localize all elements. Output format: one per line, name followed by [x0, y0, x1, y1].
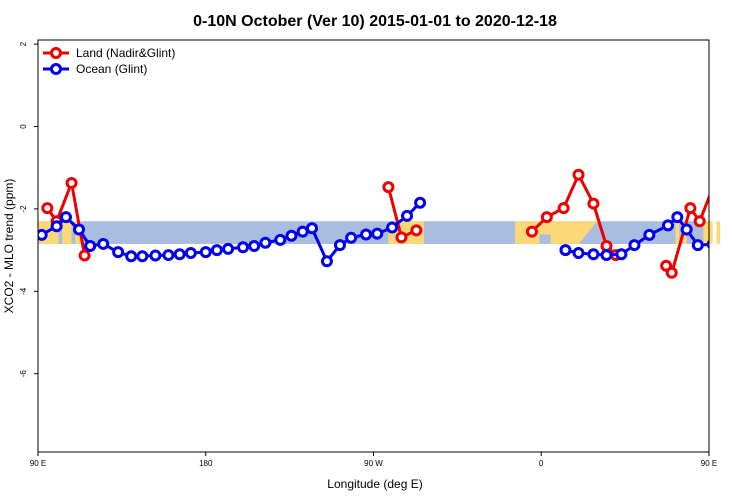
land-band-patch	[567, 221, 598, 244]
x-axis-label: Longitude (deg E)	[327, 477, 422, 491]
land-data-point	[540, 211, 553, 224]
ocean-data-point	[572, 247, 585, 260]
ocean-data-point	[661, 219, 674, 232]
land-series-line	[46, 181, 87, 256]
land-data-point	[708, 180, 709, 186]
land-data-point	[65, 176, 78, 189]
ocean-data-point	[149, 249, 162, 262]
ocean-data-point	[59, 211, 72, 224]
y-tick-label: -4	[19, 287, 28, 295]
y-axis: 2 0 -2 -4 -6	[19, 41, 38, 377]
ocean-data-point	[680, 223, 693, 236]
legend: Land (Nadir&Glint) Ocean (Glint)	[43, 46, 175, 76]
y-tick-label: -2	[19, 205, 28, 213]
ocean-data-point	[746, 251, 750, 260]
ocean-data-point	[691, 239, 704, 252]
ocean-data-point	[210, 244, 223, 257]
land-data-point	[572, 168, 585, 181]
ocean-data-point	[615, 248, 628, 261]
land-data-point	[382, 181, 395, 194]
ocean-data-point	[587, 248, 600, 261]
land-data-point	[525, 225, 538, 238]
ocean-data-point	[84, 240, 97, 252]
x-tick-label: 90 E	[701, 459, 717, 468]
land-data-point	[587, 197, 600, 210]
ocean-data-point	[125, 250, 138, 263]
ocean-data-point	[305, 222, 318, 235]
ocean-data-point	[732, 252, 741, 261]
ocean-data-point	[559, 244, 572, 257]
ocean-data-point	[136, 250, 149, 263]
ocean-data-point	[414, 196, 427, 209]
ocean-data-point	[184, 247, 197, 260]
ocean-data-point	[643, 228, 656, 241]
land-data-point	[693, 215, 706, 228]
ocean-data-point	[360, 228, 373, 241]
plot-area	[38, 168, 750, 279]
land-band-patch	[675, 221, 680, 244]
ocean-data-point	[97, 237, 110, 250]
ocean-data-point	[285, 229, 298, 242]
ocean-data-point	[371, 227, 384, 240]
ocean-data-point	[600, 249, 613, 262]
ocean-data-point	[671, 211, 684, 224]
ocean-data-point	[320, 255, 333, 268]
legend-ocean-marker	[50, 63, 62, 75]
y-tick-label: 2	[19, 41, 28, 46]
ocean-data-point	[38, 228, 48, 241]
ocean-data-point	[248, 240, 261, 252]
chart-title: 0-10N October (Ver 10) 2015-01-01 to 202…	[193, 13, 557, 30]
land-data-point	[557, 202, 570, 215]
y-axis-label: XCO2 - MLO trend (ppm)	[2, 179, 16, 314]
x-tick-label: 0	[539, 459, 544, 468]
land-band-patch	[62, 221, 72, 244]
land-data-point	[665, 266, 678, 279]
ocean-data-point	[333, 239, 346, 252]
land-data-point	[395, 231, 408, 244]
ocean-data-point	[73, 223, 86, 236]
ocean-data-point	[162, 249, 175, 262]
x-tick-label: 180	[199, 459, 213, 468]
ocean-data-point	[296, 225, 309, 238]
legend-land-label: Land (Nadir&Glint)	[76, 46, 175, 60]
land-data-point	[78, 249, 91, 262]
ocean-data-point	[259, 236, 272, 249]
x-tick-label: 90 W	[364, 459, 383, 468]
land-band-patch	[703, 221, 713, 244]
ocean-data-point	[237, 241, 250, 254]
x-axis: 90 E 180 90 W 0 90 E	[30, 452, 717, 468]
ocean-band-notch	[539, 234, 551, 244]
ocean-data-point	[173, 248, 186, 261]
ocean-data-point	[628, 239, 641, 252]
x-tick-label: 90 E	[30, 459, 46, 468]
ocean-data-point	[274, 233, 287, 246]
land-data-point	[410, 224, 423, 237]
ocean-data-point	[199, 246, 212, 259]
ocean-data-point	[386, 221, 399, 234]
ocean-data-point	[222, 242, 235, 255]
y-tick-label: -6	[19, 370, 28, 378]
land-data-point	[41, 202, 54, 215]
land-data-point	[684, 202, 697, 215]
land-band-patch	[716, 221, 721, 244]
land-data-point	[723, 251, 732, 260]
y-tick-label: 0	[19, 124, 28, 129]
legend-land-marker	[50, 47, 62, 59]
ocean-data-point	[345, 231, 358, 244]
ocean-data-point	[112, 246, 125, 259]
ocean-data-point	[401, 209, 414, 222]
ocean-data-point	[719, 248, 728, 257]
legend-ocean-label: Ocean (Glint)	[76, 62, 147, 76]
ocean-data-point	[50, 220, 63, 233]
